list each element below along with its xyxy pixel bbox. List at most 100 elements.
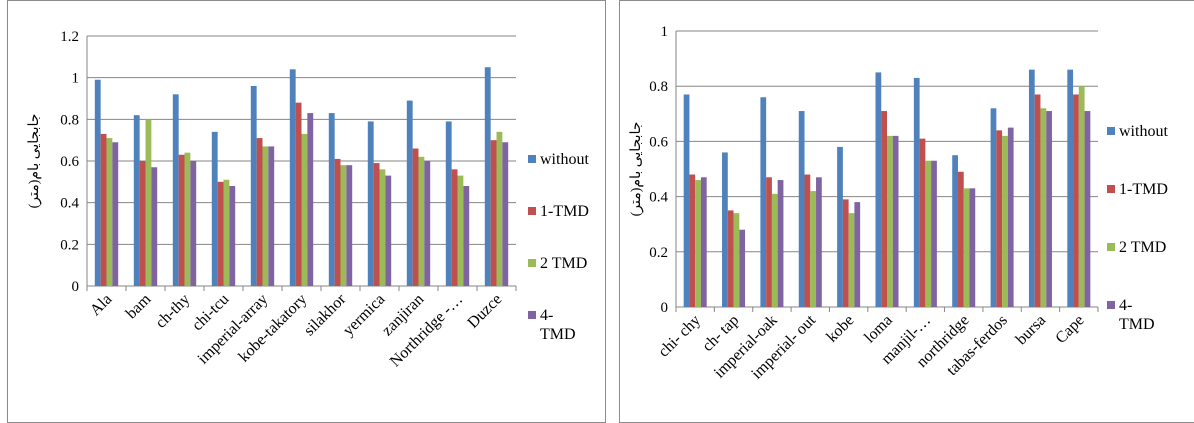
legend-label: 1-TMD bbox=[540, 203, 589, 220]
bar-without-6 bbox=[913, 77, 920, 307]
bar-1-tmd-5 bbox=[295, 102, 302, 287]
bar-1-tmd-3 bbox=[804, 174, 811, 307]
legend-label: without bbox=[540, 151, 589, 168]
x-category-label: loma bbox=[861, 312, 896, 347]
bar-without-0 bbox=[683, 94, 690, 307]
bar-2-tmd-5 bbox=[887, 135, 893, 307]
bar-4-tmd-0 bbox=[112, 142, 119, 286]
bar-1-tmd-9 bbox=[451, 169, 458, 286]
y-tick-label: 1 bbox=[72, 71, 80, 87]
bar-2-tmd-8 bbox=[1002, 135, 1008, 307]
x-category-label: kobe bbox=[823, 312, 857, 346]
bar-without-8 bbox=[990, 108, 997, 307]
bar-4-tmd-1 bbox=[739, 229, 746, 307]
bar-4-tmd-8 bbox=[424, 161, 431, 286]
legend-swatch bbox=[1107, 127, 1115, 135]
bar-4-tmd-6 bbox=[346, 165, 353, 286]
bar-4-tmd-2 bbox=[190, 161, 197, 286]
legend-swatch bbox=[1107, 185, 1115, 193]
bar-without-2 bbox=[172, 94, 179, 286]
legend-label: TMD bbox=[540, 326, 576, 343]
bar-1-tmd-1 bbox=[139, 161, 146, 286]
bar-1-tmd-4 bbox=[842, 199, 849, 307]
y-tick-label: 0.6 bbox=[60, 154, 79, 170]
y-tick-label: 0.2 bbox=[649, 245, 668, 261]
bar-4-tmd-3 bbox=[816, 177, 822, 307]
bar-2-tmd-1 bbox=[145, 119, 152, 286]
legend-swatch bbox=[528, 311, 536, 319]
y-tick-label: 0.6 bbox=[649, 134, 668, 150]
legend-swatch bbox=[528, 155, 536, 163]
y-axis-label: جابجایی بام(متر) bbox=[629, 122, 644, 217]
bar-without-3 bbox=[211, 131, 218, 286]
bar-without-4 bbox=[250, 86, 257, 286]
bar-1-tmd-1 bbox=[727, 210, 734, 307]
x-category-label: bam bbox=[123, 290, 155, 322]
x-category-label: yermica bbox=[340, 291, 388, 339]
chart-right: 0 0.2 0.4 0.6 0.8 1 chi- chy ch- tap imperial-oa… bbox=[619, 0, 1194, 423]
bar-4-tmd-4 bbox=[268, 146, 275, 286]
bar-without-5 bbox=[875, 72, 882, 308]
bar-1-tmd-3 bbox=[217, 181, 224, 286]
y-tick-label: 0.2 bbox=[60, 237, 79, 253]
bar-without-2 bbox=[760, 97, 767, 308]
bar-2-tmd-0 bbox=[106, 138, 113, 286]
bar-without-0 bbox=[94, 79, 101, 286]
legend-label: 2 TMD bbox=[540, 255, 587, 272]
x-category-label: Ala bbox=[87, 291, 115, 319]
y-tick-label: 1.2 bbox=[60, 29, 79, 45]
bar-1-tmd-0 bbox=[689, 174, 696, 307]
y-tick-label: 0.8 bbox=[60, 112, 79, 128]
bar-4-tmd-5 bbox=[307, 113, 314, 286]
bar-1-tmd-2 bbox=[178, 154, 185, 286]
bar-2-tmd-7 bbox=[963, 188, 970, 307]
bar-4-tmd-7 bbox=[969, 188, 976, 307]
bar-4-tmd-0 bbox=[700, 177, 707, 307]
bar-4-tmd-8 bbox=[1007, 127, 1014, 307]
bar-2-tmd-9 bbox=[1040, 108, 1047, 307]
bar-2-tmd-2 bbox=[184, 152, 191, 286]
x-category-label: bursa bbox=[1013, 312, 1050, 349]
chart-left: 0 0.2 0.4 0.6 0.8 1 1.2 Ala bam ch-thy chi-tcu impe… bbox=[7, 0, 606, 423]
bar-2-tmd-8 bbox=[418, 156, 425, 286]
bar-without-10 bbox=[484, 67, 491, 286]
bar-1-tmd-5 bbox=[881, 111, 887, 307]
bar-1-tmd-9 bbox=[1034, 94, 1041, 307]
bar-2-tmd-3 bbox=[810, 191, 817, 307]
y-tick-label: 1 bbox=[661, 24, 669, 40]
bar-without-5 bbox=[289, 69, 296, 286]
y-axis-label: جابجایی بام(متر) bbox=[27, 114, 42, 209]
bar-2-tmd-9 bbox=[457, 175, 464, 286]
bar-without-3 bbox=[798, 111, 805, 307]
legend-swatch bbox=[528, 259, 536, 267]
bar-2-tmd-10 bbox=[1078, 86, 1085, 307]
bar-2-tmd-5 bbox=[301, 133, 308, 286]
bar-2-tmd-3 bbox=[223, 179, 230, 286]
x-category-label: Duzce bbox=[464, 291, 505, 332]
x-category-label: chi- chy bbox=[655, 312, 704, 361]
bar-without-9 bbox=[1028, 69, 1035, 307]
bar-4-tmd-1 bbox=[151, 167, 158, 286]
bar-1-tmd-8 bbox=[412, 148, 419, 286]
bar-1-tmd-7 bbox=[957, 171, 964, 307]
bar-without-10 bbox=[1067, 69, 1074, 307]
bar-1-tmd-0 bbox=[100, 133, 107, 286]
y-tick-label: 0.4 bbox=[60, 196, 79, 212]
legend-label: 2 TMD bbox=[1119, 239, 1166, 256]
bar-2-tmd-4 bbox=[262, 146, 269, 286]
x-category-label: silakhor bbox=[301, 290, 350, 339]
bar-2-tmd-6 bbox=[340, 165, 347, 286]
bar-1-tmd-10 bbox=[1073, 94, 1079, 307]
bar-4-tmd-6 bbox=[931, 160, 937, 307]
bar-4-tmd-5 bbox=[892, 135, 899, 307]
y-tick-label: 0 bbox=[72, 279, 80, 295]
bar-4-tmd-7 bbox=[385, 175, 392, 286]
bar-2-tmd-10 bbox=[496, 131, 503, 286]
y-tick-label: 0.8 bbox=[649, 79, 668, 95]
bar-without-1 bbox=[133, 115, 140, 287]
x-category-label: Cape bbox=[1052, 312, 1087, 347]
bar-without-8 bbox=[406, 100, 413, 286]
bar-4-tmd-3 bbox=[229, 186, 236, 286]
